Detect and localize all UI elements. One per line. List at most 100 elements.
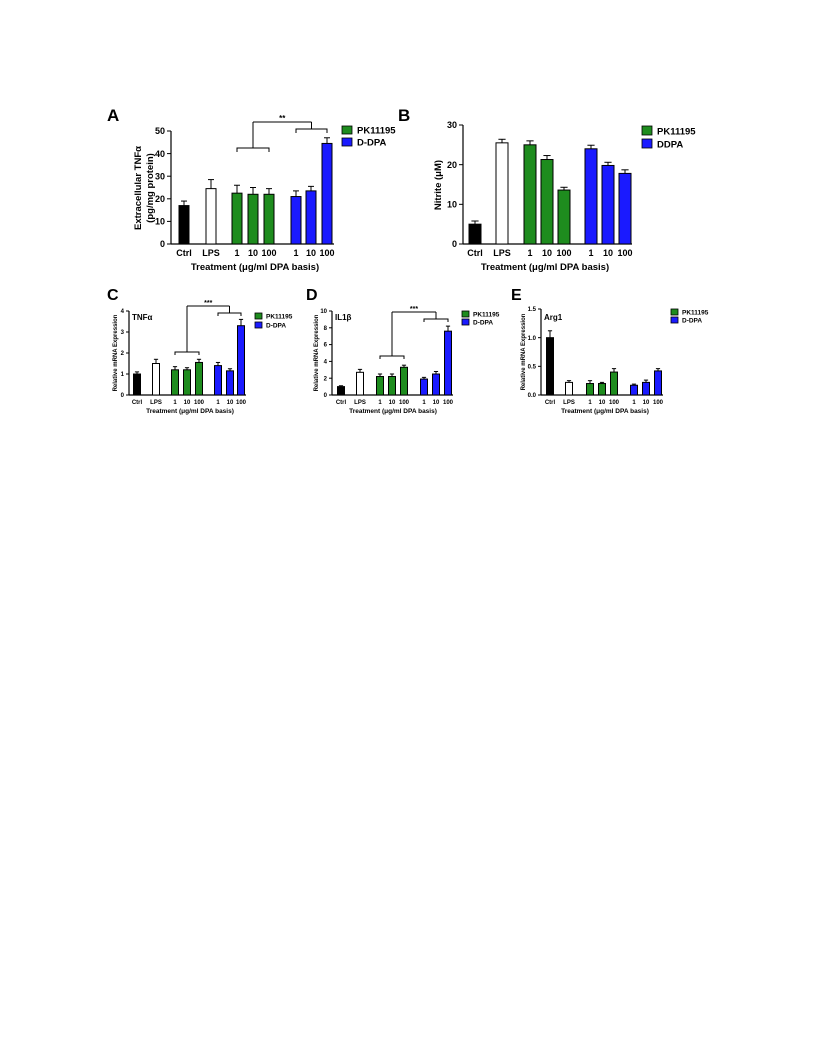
y-axis-label: Extracellular TNFα xyxy=(133,146,144,230)
x-tick-label: 100 xyxy=(261,248,276,258)
significance-bracket xyxy=(217,306,242,316)
x-axis-label: Treatment (μg/ml DPA basis) xyxy=(561,408,649,415)
legend-label: PK11195 xyxy=(357,126,396,137)
legend-swatch xyxy=(670,308,679,316)
x-tick-label: Ctrl xyxy=(176,248,192,258)
y-tick-label: 50 xyxy=(155,126,165,136)
x-tick-label: 10 xyxy=(248,248,258,258)
bar-6 xyxy=(642,381,650,396)
bar-6 xyxy=(601,164,615,245)
panel-letter: A xyxy=(107,106,119,125)
bar-4 xyxy=(195,361,203,396)
chart-title: Arg1 xyxy=(544,313,563,322)
legend-label: PK11195 xyxy=(682,310,709,317)
x-tick-label: 1 xyxy=(588,400,592,406)
x-tick-label: 1 xyxy=(173,400,177,406)
x-tick-label: 100 xyxy=(399,400,410,406)
panel-b: B 0 10 20 30 Ctrl LPS 1 10 100 1 10 100 Treatment (μg… xyxy=(398,106,696,273)
bar-5 xyxy=(584,148,598,245)
x-tick-label: Ctrl xyxy=(545,400,556,406)
x-tick-label: Ctrl xyxy=(336,400,347,406)
y-tick-label: 20 xyxy=(155,194,165,204)
bar-4 xyxy=(557,189,571,245)
y-tick-label: 10 xyxy=(155,217,165,227)
bar-1 xyxy=(205,188,217,245)
y-tick-label: 10 xyxy=(320,309,327,315)
bar-0 xyxy=(546,337,554,396)
x-axis-label: Treatment (μg/ml DPA basis) xyxy=(349,408,437,415)
y-tick-label: 0 xyxy=(160,239,165,249)
x-axis-label: Treatment (μg/ml DPA basis) xyxy=(146,408,234,415)
x-tick-label: 10 xyxy=(542,248,552,258)
y-tick-label: 10 xyxy=(447,199,457,209)
bar-2 xyxy=(376,376,384,396)
x-tick-label: 10 xyxy=(603,248,613,258)
significance-label: *** xyxy=(410,306,418,313)
panel-letter: C xyxy=(107,287,119,304)
x-tick-label: LPS xyxy=(563,400,575,406)
y-tick-label: 0.5 xyxy=(528,364,537,370)
bar-4 xyxy=(400,366,408,396)
y-tick-label: 0 xyxy=(121,393,125,399)
legend-swatch xyxy=(254,321,263,329)
y-tick-label: 1.5 xyxy=(528,307,537,313)
x-tick-label: 1 xyxy=(422,400,426,406)
panel-letter: D xyxy=(306,287,318,304)
bar-0 xyxy=(468,223,482,245)
legend-swatch xyxy=(641,125,653,136)
x-tick-label: 100 xyxy=(236,400,247,406)
legend-swatch xyxy=(341,137,353,147)
x-tick-label: 100 xyxy=(556,248,571,258)
x-tick-label: LPS xyxy=(150,400,162,406)
x-tick-label: LPS xyxy=(493,248,511,258)
bar-5 xyxy=(630,384,638,396)
bar-4 xyxy=(610,371,618,396)
significance-label: ** xyxy=(279,114,286,123)
significance-bracket xyxy=(174,306,200,355)
x-tick-label: 1 xyxy=(632,400,636,406)
bar-2 xyxy=(231,192,243,245)
legend-label: DDPA xyxy=(657,140,683,151)
legend-swatch xyxy=(461,310,470,318)
x-tick-label: 1 xyxy=(378,400,382,406)
bar-2 xyxy=(586,383,594,396)
x-tick-label: 100 xyxy=(653,400,664,406)
bar-3 xyxy=(540,159,554,245)
x-tick-label: 100 xyxy=(609,400,620,406)
bar-6 xyxy=(226,370,234,396)
bar-7 xyxy=(444,330,452,396)
legend-label: PK11195 xyxy=(657,127,696,138)
bar-1 xyxy=(565,381,573,396)
y-tick-label: 2 xyxy=(121,351,125,357)
legend-label: D-DPA xyxy=(473,320,493,327)
y-tick-label: 30 xyxy=(155,171,165,181)
y-tick-label: 4 xyxy=(324,360,328,366)
bar-3 xyxy=(183,369,191,396)
legend-label: PK11195 xyxy=(473,312,500,319)
significance-bracket xyxy=(379,312,405,359)
legend-label: D-DPA xyxy=(357,138,387,149)
legend-label: D-DPA xyxy=(682,318,702,325)
x-tick-label: 1 xyxy=(527,248,532,258)
x-axis-label: Treatment (μg/ml DPA basis) xyxy=(191,262,319,273)
y-axis-label: Relative mRNA Expression xyxy=(314,314,320,391)
x-tick-label: 10 xyxy=(643,400,650,406)
y-tick-label: 40 xyxy=(155,149,165,159)
y-axis-label: Nitrite (μM) xyxy=(433,160,444,210)
x-tick-label: 100 xyxy=(617,248,632,258)
x-tick-label: 10 xyxy=(306,248,316,258)
legend-label: PK11195 xyxy=(266,314,293,321)
x-tick-label: 10 xyxy=(227,400,234,406)
significance-bracket xyxy=(295,122,328,133)
significance-bracket xyxy=(423,312,449,322)
x-tick-label: Ctrl xyxy=(132,400,143,406)
bar-3 xyxy=(247,193,259,245)
bar-4 xyxy=(263,193,275,245)
x-tick-label: 10 xyxy=(389,400,396,406)
bar-6 xyxy=(305,190,317,245)
x-tick-label: 100 xyxy=(194,400,205,406)
bar-7 xyxy=(654,370,662,396)
